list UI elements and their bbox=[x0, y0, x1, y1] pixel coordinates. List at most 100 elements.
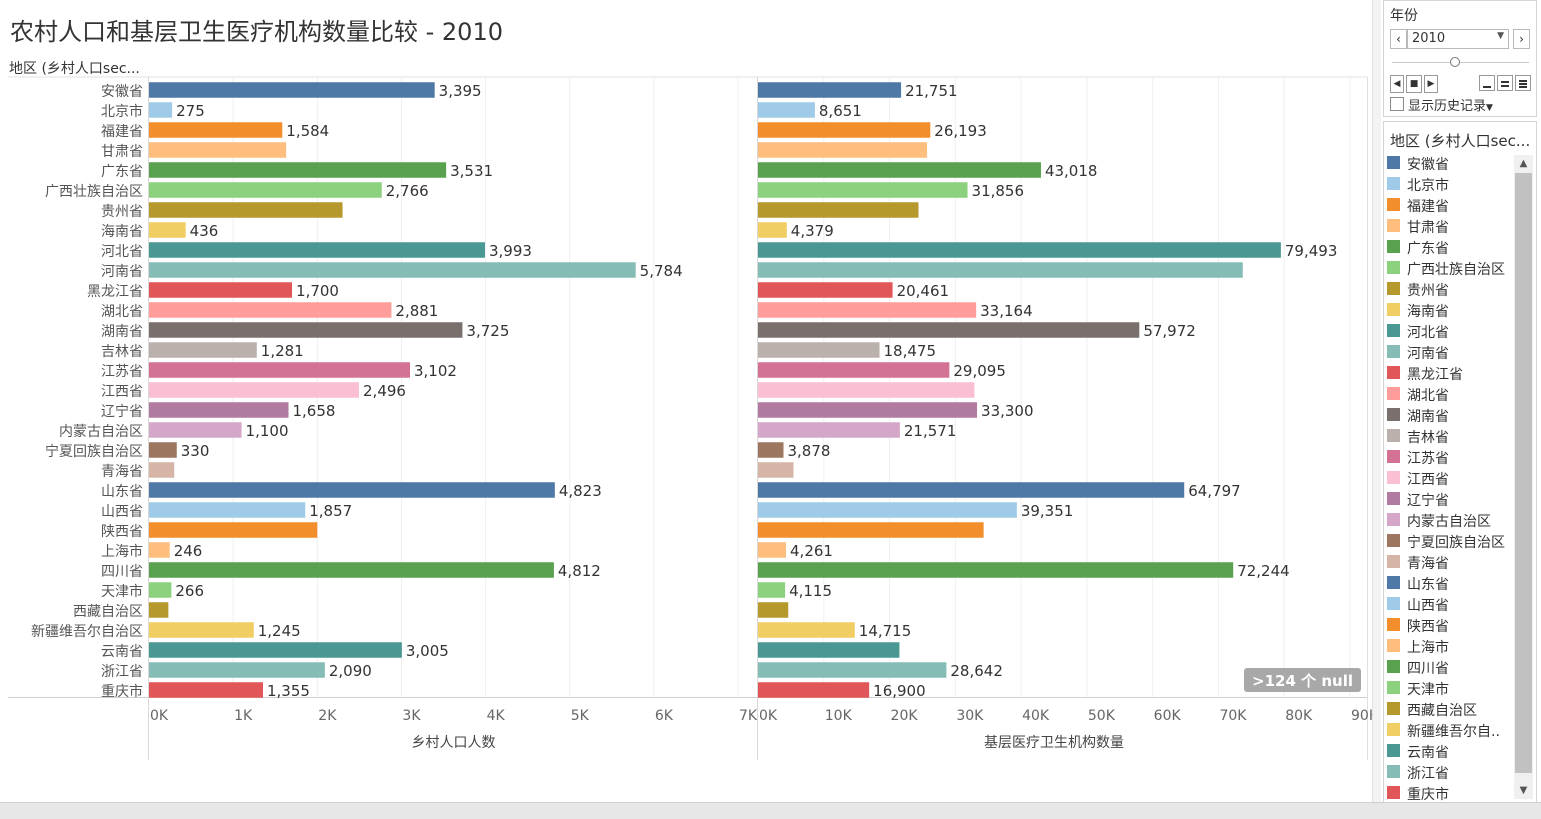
data-label: 3,531 bbox=[450, 162, 493, 180]
show-history-checkbox[interactable] bbox=[1390, 97, 1404, 111]
data-label: 2,090 bbox=[329, 662, 372, 680]
legend-item[interactable]: 甘肃省 bbox=[1384, 216, 1514, 236]
legend-item[interactable]: 青海省 bbox=[1384, 552, 1514, 572]
legend-item[interactable]: 重庆市 bbox=[1384, 783, 1514, 803]
legend-item[interactable]: 海南省 bbox=[1384, 300, 1514, 320]
category-label: 吉林省 bbox=[101, 344, 143, 360]
legend-item[interactable]: 内蒙古自治区 bbox=[1384, 510, 1514, 530]
category-label: 四川省 bbox=[101, 564, 143, 580]
category-label: 江苏省 bbox=[101, 364, 143, 380]
bar bbox=[758, 302, 976, 318]
legend-item[interactable]: 云南省 bbox=[1384, 741, 1514, 761]
legend-item[interactable]: 宁夏回族自治区 bbox=[1384, 531, 1514, 551]
category-label: 安徽省 bbox=[101, 84, 143, 100]
legend-item[interactable]: 陕西省 bbox=[1384, 615, 1514, 635]
show-history-label[interactable]: 显示历史记录▼ bbox=[1408, 95, 1493, 114]
category-label: 西藏自治区 bbox=[73, 604, 143, 620]
category-label: 天津市 bbox=[101, 583, 143, 600]
category-labels: 安徽省北京市福建省甘肃省广东省广西壮族自治区贵州省海南省河北省河南省黑龙江省湖北… bbox=[31, 84, 143, 700]
scrollbar-thumb[interactable] bbox=[1515, 173, 1532, 773]
next-year-button[interactable]: › bbox=[1513, 29, 1530, 49]
bar bbox=[149, 582, 171, 598]
legend-item[interactable]: 山西省 bbox=[1384, 594, 1514, 614]
x-tick-label: 20K bbox=[891, 708, 919, 724]
bars: 3,3952751,5843,5312,7664363,9935,7841,70… bbox=[149, 82, 1337, 700]
bar bbox=[758, 202, 918, 218]
legend-item-label: 浙江省 bbox=[1407, 763, 1449, 783]
legend-item-label: 湖北省 bbox=[1407, 385, 1449, 405]
legend-item[interactable]: 江苏省 bbox=[1384, 447, 1514, 467]
legend-item[interactable]: 上海市 bbox=[1384, 636, 1514, 656]
scroll-up-icon[interactable]: ▲ bbox=[1514, 155, 1533, 172]
category-label: 辽宁省 bbox=[101, 403, 143, 420]
legend-item[interactable]: 江西省 bbox=[1384, 468, 1514, 488]
bar bbox=[758, 142, 927, 158]
legend-item[interactable]: 河北省 bbox=[1384, 321, 1514, 341]
category-label: 上海市 bbox=[101, 543, 143, 560]
data-label: 2,881 bbox=[395, 302, 438, 320]
year-slider-handle[interactable] bbox=[1450, 57, 1460, 67]
legend-item[interactable]: 辽宁省 bbox=[1384, 489, 1514, 509]
legend-item[interactable]: 新疆维吾尔自.. bbox=[1384, 720, 1514, 740]
data-label: 1,100 bbox=[246, 422, 289, 440]
legend-item[interactable]: 福建省 bbox=[1384, 195, 1514, 215]
data-label: 1,700 bbox=[296, 282, 339, 300]
x-axis-title: 基层医疗卫生机构数量 bbox=[984, 734, 1124, 751]
stop-icon: ■ bbox=[1410, 79, 1419, 89]
legend-item[interactable]: 贵州省 bbox=[1384, 279, 1514, 299]
legend-item[interactable]: 广东省 bbox=[1384, 237, 1514, 257]
data-label: 79,493 bbox=[1285, 242, 1338, 260]
legend-swatch bbox=[1387, 618, 1400, 631]
scroll-down-icon[interactable]: ▼ bbox=[1514, 782, 1533, 799]
step-back-button[interactable]: ◀ bbox=[1390, 75, 1404, 93]
bar bbox=[758, 402, 977, 418]
speed-medium-button[interactable] bbox=[1497, 75, 1513, 91]
legend-item[interactable]: 山东省 bbox=[1384, 573, 1514, 593]
bar bbox=[149, 382, 359, 398]
x-tick-label: 4K bbox=[487, 708, 506, 724]
legend-item[interactable]: 吉林省 bbox=[1384, 426, 1514, 446]
x-tick-label: 60K bbox=[1154, 708, 1182, 724]
legend-item-label: 青海省 bbox=[1407, 553, 1449, 573]
data-label: 33,300 bbox=[981, 402, 1034, 420]
speed-slow-button[interactable] bbox=[1479, 75, 1495, 91]
category-label: 江西省 bbox=[101, 384, 143, 400]
bar bbox=[758, 122, 930, 138]
bar bbox=[149, 442, 177, 458]
category-label: 甘肃省 bbox=[101, 144, 143, 160]
bar bbox=[758, 582, 785, 598]
legend-item-label: 广东省 bbox=[1407, 238, 1449, 258]
legend-item[interactable]: 广西壮族自治区 bbox=[1384, 258, 1514, 278]
legend-item[interactable]: 天津市 bbox=[1384, 678, 1514, 698]
legend-scrollbar[interactable]: ▲ ▼ bbox=[1514, 155, 1533, 799]
x-tick-label: 2K bbox=[318, 708, 337, 724]
legend-item[interactable]: 西藏自治区 bbox=[1384, 699, 1514, 719]
x-tick-label: 30K bbox=[956, 708, 984, 724]
legend-item[interactable]: 安徽省 bbox=[1384, 153, 1514, 173]
prev-year-button[interactable]: ‹ bbox=[1390, 29, 1407, 49]
year-slider-track[interactable] bbox=[1392, 62, 1529, 63]
legend-item[interactable]: 湖北省 bbox=[1384, 384, 1514, 404]
bar bbox=[149, 142, 286, 158]
legend-item[interactable]: 河南省 bbox=[1384, 342, 1514, 362]
legend-item[interactable]: 四川省 bbox=[1384, 657, 1514, 677]
legend-item-label: 四川省 bbox=[1407, 658, 1449, 678]
data-label: 4,115 bbox=[789, 582, 832, 600]
data-label: 275 bbox=[176, 102, 205, 120]
legend-item-label: 北京市 bbox=[1407, 175, 1449, 195]
year-select[interactable]: 2010 ▼ bbox=[1407, 29, 1509, 49]
speed-fast-button[interactable] bbox=[1515, 75, 1531, 91]
stop-button[interactable]: ■ bbox=[1406, 75, 1422, 93]
legend-item[interactable]: 湖南省 bbox=[1384, 405, 1514, 425]
step-forward-button[interactable]: ▶ bbox=[1424, 75, 1438, 93]
legend-swatch bbox=[1387, 219, 1400, 232]
legend-swatch bbox=[1387, 198, 1400, 211]
legend-swatch bbox=[1387, 324, 1400, 337]
bar bbox=[758, 642, 899, 658]
data-label: 3,725 bbox=[466, 322, 509, 340]
category-label: 湖北省 bbox=[101, 304, 143, 320]
data-label: 72,244 bbox=[1237, 562, 1290, 580]
legend-item[interactable]: 黑龙江省 bbox=[1384, 363, 1514, 383]
legend-item[interactable]: 北京市 bbox=[1384, 174, 1514, 194]
legend-item[interactable]: 浙江省 bbox=[1384, 762, 1514, 782]
